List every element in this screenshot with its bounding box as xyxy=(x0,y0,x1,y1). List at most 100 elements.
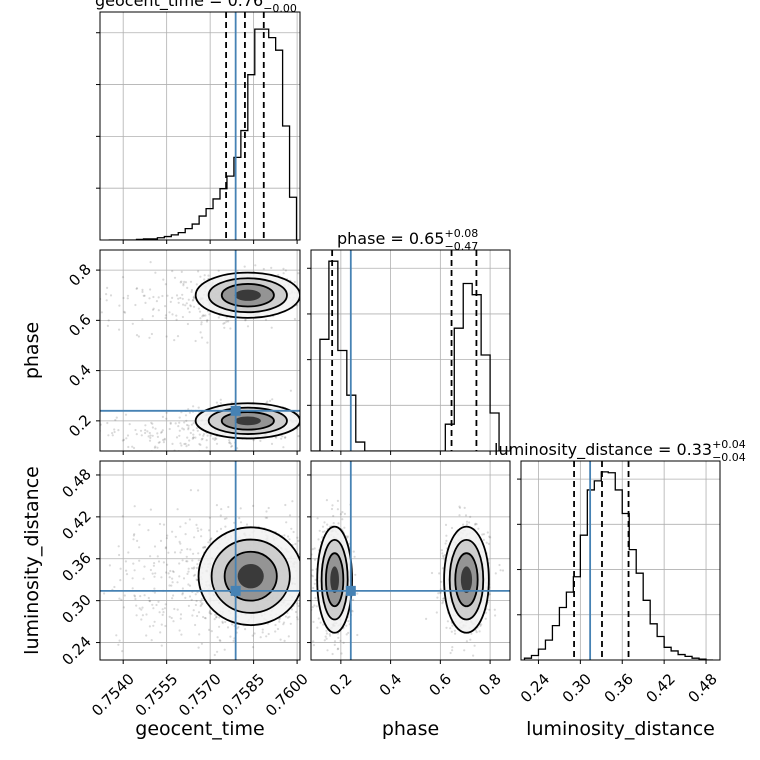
sample-point xyxy=(244,318,247,321)
sample-point xyxy=(303,272,305,274)
sample-point xyxy=(194,623,197,627)
sample-point xyxy=(336,508,339,511)
sample-point xyxy=(111,432,114,435)
sample-point xyxy=(223,321,226,325)
sample-point xyxy=(197,406,200,409)
sample-point xyxy=(192,574,195,577)
sample-point xyxy=(119,579,122,582)
sample-point xyxy=(168,576,171,579)
sample-point xyxy=(205,320,209,323)
sample-point xyxy=(138,458,140,460)
sample-point xyxy=(187,424,190,427)
sample-point xyxy=(148,439,152,442)
sample-point xyxy=(352,550,355,553)
sample-point xyxy=(97,435,99,437)
sample-point xyxy=(346,536,349,539)
sample-point xyxy=(76,299,78,301)
sample-point xyxy=(301,567,303,569)
sample-point xyxy=(279,638,282,641)
sample-point xyxy=(479,624,482,628)
sample-point xyxy=(166,294,169,297)
sample-point xyxy=(473,644,476,647)
sample-point xyxy=(301,511,303,513)
sample-point xyxy=(157,560,161,563)
sample-point xyxy=(283,639,286,643)
sample-point xyxy=(323,421,325,423)
sample-point xyxy=(109,294,113,297)
sample-point xyxy=(282,623,285,626)
sample-point xyxy=(148,599,151,603)
sample-point xyxy=(142,577,145,580)
sample-point xyxy=(442,556,445,559)
sample-point xyxy=(153,545,157,548)
sample-point xyxy=(133,594,136,597)
sample-point xyxy=(159,539,163,543)
sample-point xyxy=(153,446,156,449)
sample-point xyxy=(152,307,155,310)
sample-point xyxy=(480,623,483,626)
sample-point xyxy=(213,653,216,657)
sample-point xyxy=(123,594,126,597)
sample-point xyxy=(494,614,497,617)
sample-point xyxy=(179,613,183,616)
sample-point xyxy=(252,504,255,507)
sample-point xyxy=(85,300,87,302)
sample-point xyxy=(186,286,189,289)
sample-point xyxy=(182,456,184,458)
sample-point xyxy=(182,577,186,580)
sample-point xyxy=(307,292,309,294)
sample-point xyxy=(157,309,160,312)
sample-point xyxy=(283,436,287,439)
sample-point xyxy=(179,281,182,284)
sample-point xyxy=(239,521,243,524)
title-upper-error: +0.08 xyxy=(444,227,478,240)
sample-point xyxy=(94,304,96,306)
hist-area xyxy=(311,250,509,451)
sample-point xyxy=(317,538,320,541)
truth-marker xyxy=(230,585,241,596)
sample-point xyxy=(132,446,136,450)
sample-point xyxy=(200,323,203,326)
sample-point xyxy=(189,280,193,283)
y-tick-label: 0.48 xyxy=(58,465,94,501)
sample-point xyxy=(451,646,454,649)
sample-point xyxy=(209,612,212,615)
sample-point xyxy=(200,535,203,538)
sample-point xyxy=(282,446,285,449)
sample-point xyxy=(63,517,65,519)
sample-point xyxy=(162,438,165,442)
sample-point xyxy=(488,535,491,538)
sample-point xyxy=(192,422,195,425)
sample-point xyxy=(168,584,171,587)
sample-point xyxy=(186,307,190,310)
sample-point xyxy=(215,437,218,440)
sample-point xyxy=(151,426,154,429)
sample-point xyxy=(166,534,169,537)
sample-point xyxy=(478,630,481,633)
sample-point xyxy=(135,334,139,337)
sample-point xyxy=(113,428,116,431)
sample-point xyxy=(301,530,303,532)
sample-point xyxy=(153,562,156,565)
sample-point xyxy=(121,276,125,279)
sample-point xyxy=(167,551,170,554)
sample-point xyxy=(180,270,183,273)
sample-point xyxy=(141,288,144,291)
sample-point xyxy=(183,421,186,424)
sample-point xyxy=(175,457,177,459)
sample-point xyxy=(115,634,118,637)
contour-line xyxy=(207,277,288,314)
sample-point xyxy=(175,294,179,297)
sample-point xyxy=(178,540,181,544)
sample-point xyxy=(171,597,174,600)
sample-point xyxy=(481,533,484,536)
sample-point xyxy=(188,439,191,442)
sample-point xyxy=(135,287,138,290)
sample-point xyxy=(313,558,317,561)
sample-point xyxy=(191,614,194,617)
sample-point xyxy=(135,614,138,617)
sample-point xyxy=(74,308,76,310)
sample-point xyxy=(288,538,291,541)
sample-point xyxy=(208,628,211,632)
sample-point xyxy=(192,436,195,439)
